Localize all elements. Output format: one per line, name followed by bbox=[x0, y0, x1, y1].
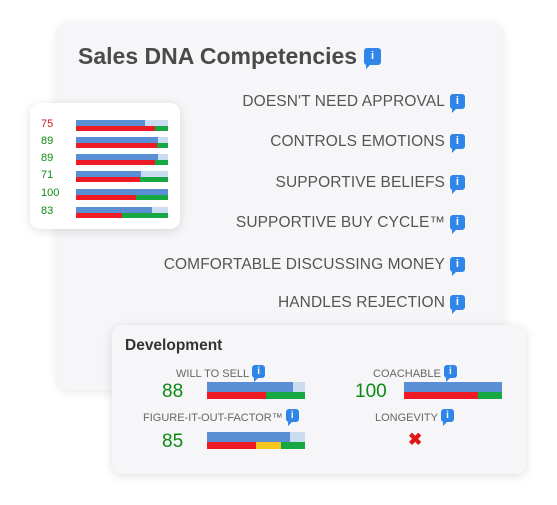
development-card: Development WILL TO SELL i 88 COACHABLE i … bbox=[112, 325, 526, 474]
score-row: 100 bbox=[41, 187, 173, 201]
dev-label: WILL TO SELL i bbox=[176, 365, 266, 382]
info-icon[interactable]: i bbox=[450, 215, 465, 234]
score-row: 71 bbox=[41, 169, 173, 183]
competency-label: CONTROLS EMOTIONS bbox=[270, 133, 445, 150]
competency-label: COMFORTABLE DISCUSSING MONEY bbox=[163, 256, 445, 273]
score-row: 75 bbox=[41, 118, 173, 132]
score-row: 89 bbox=[41, 135, 173, 149]
info-icon[interactable]: i bbox=[364, 48, 382, 69]
info-icon[interactable]: i bbox=[450, 94, 465, 113]
competency-label: DOESN'T NEED APPROVAL bbox=[242, 93, 445, 110]
scores-card: 75 89 89 71 100 83 bbox=[30, 103, 180, 229]
development-title: Development bbox=[125, 337, 223, 354]
score-bar bbox=[76, 207, 168, 219]
score-bar bbox=[76, 171, 168, 183]
dev-value: 88 bbox=[162, 381, 184, 402]
score-value: 100 bbox=[41, 187, 60, 199]
competency-label: HANDLES REJECTION bbox=[277, 294, 445, 311]
competency-item: HANDLES REJECTION i bbox=[277, 294, 465, 314]
score-value: 83 bbox=[41, 205, 54, 217]
dev-label-text: LONGEVITY bbox=[375, 412, 438, 424]
info-icon[interactable]: i bbox=[450, 257, 465, 276]
info-icon[interactable]: i bbox=[450, 175, 465, 194]
dev-bar-coachable bbox=[404, 382, 502, 399]
dev-label-text: COACHABLE bbox=[373, 368, 441, 380]
competency-item: SUPPORTIVE BELIEFS i bbox=[275, 174, 465, 194]
dev-label: LONGEVITY i bbox=[375, 409, 454, 426]
dev-bar-will-to-sell bbox=[207, 382, 305, 399]
score-bar bbox=[76, 154, 168, 166]
info-icon[interactable]: i bbox=[450, 295, 465, 314]
info-icon[interactable]: i bbox=[443, 365, 457, 382]
dev-label: COACHABLE i bbox=[373, 365, 457, 382]
dev-label-text: FIGURE-IT-OUT-FACTOR™ bbox=[143, 412, 283, 424]
dev-label: FIGURE-IT-OUT-FACTOR™ i bbox=[143, 409, 299, 426]
info-icon[interactable]: i bbox=[440, 409, 454, 426]
competency-item: CONTROLS EMOTIONS i bbox=[270, 133, 465, 153]
competency-label: SUPPORTIVE BELIEFS bbox=[275, 174, 445, 191]
competencies-title: Sales DNA Competencies i bbox=[78, 43, 382, 70]
competencies-title-text: Sales DNA Competencies bbox=[78, 43, 358, 69]
score-value: 89 bbox=[41, 152, 54, 164]
dev-label-text: WILL TO SELL bbox=[176, 368, 250, 380]
competency-label: SUPPORTIVE BUY CYCLE™ bbox=[235, 214, 445, 231]
score-value: 89 bbox=[41, 135, 54, 147]
score-value: 75 bbox=[41, 118, 54, 130]
competency-item: COMFORTABLE DISCUSSING MONEY i bbox=[163, 256, 465, 276]
score-row: 89 bbox=[41, 152, 173, 166]
info-icon[interactable]: i bbox=[450, 134, 465, 153]
info-icon[interactable]: i bbox=[252, 365, 266, 382]
score-bar bbox=[76, 189, 168, 201]
score-bar bbox=[76, 137, 168, 149]
x-mark-icon: ✖ bbox=[408, 430, 423, 449]
score-row: 83 bbox=[41, 205, 173, 219]
competency-item: SUPPORTIVE BUY CYCLE™ i bbox=[235, 214, 465, 234]
score-value: 71 bbox=[41, 169, 54, 181]
info-icon[interactable]: i bbox=[285, 409, 299, 426]
score-bar bbox=[76, 120, 168, 132]
dev-value: 85 bbox=[162, 431, 184, 452]
competency-item: DOESN'T NEED APPROVAL i bbox=[242, 93, 465, 113]
dev-value: 100 bbox=[355, 381, 387, 402]
dev-bar-figure-it-out bbox=[207, 432, 305, 449]
